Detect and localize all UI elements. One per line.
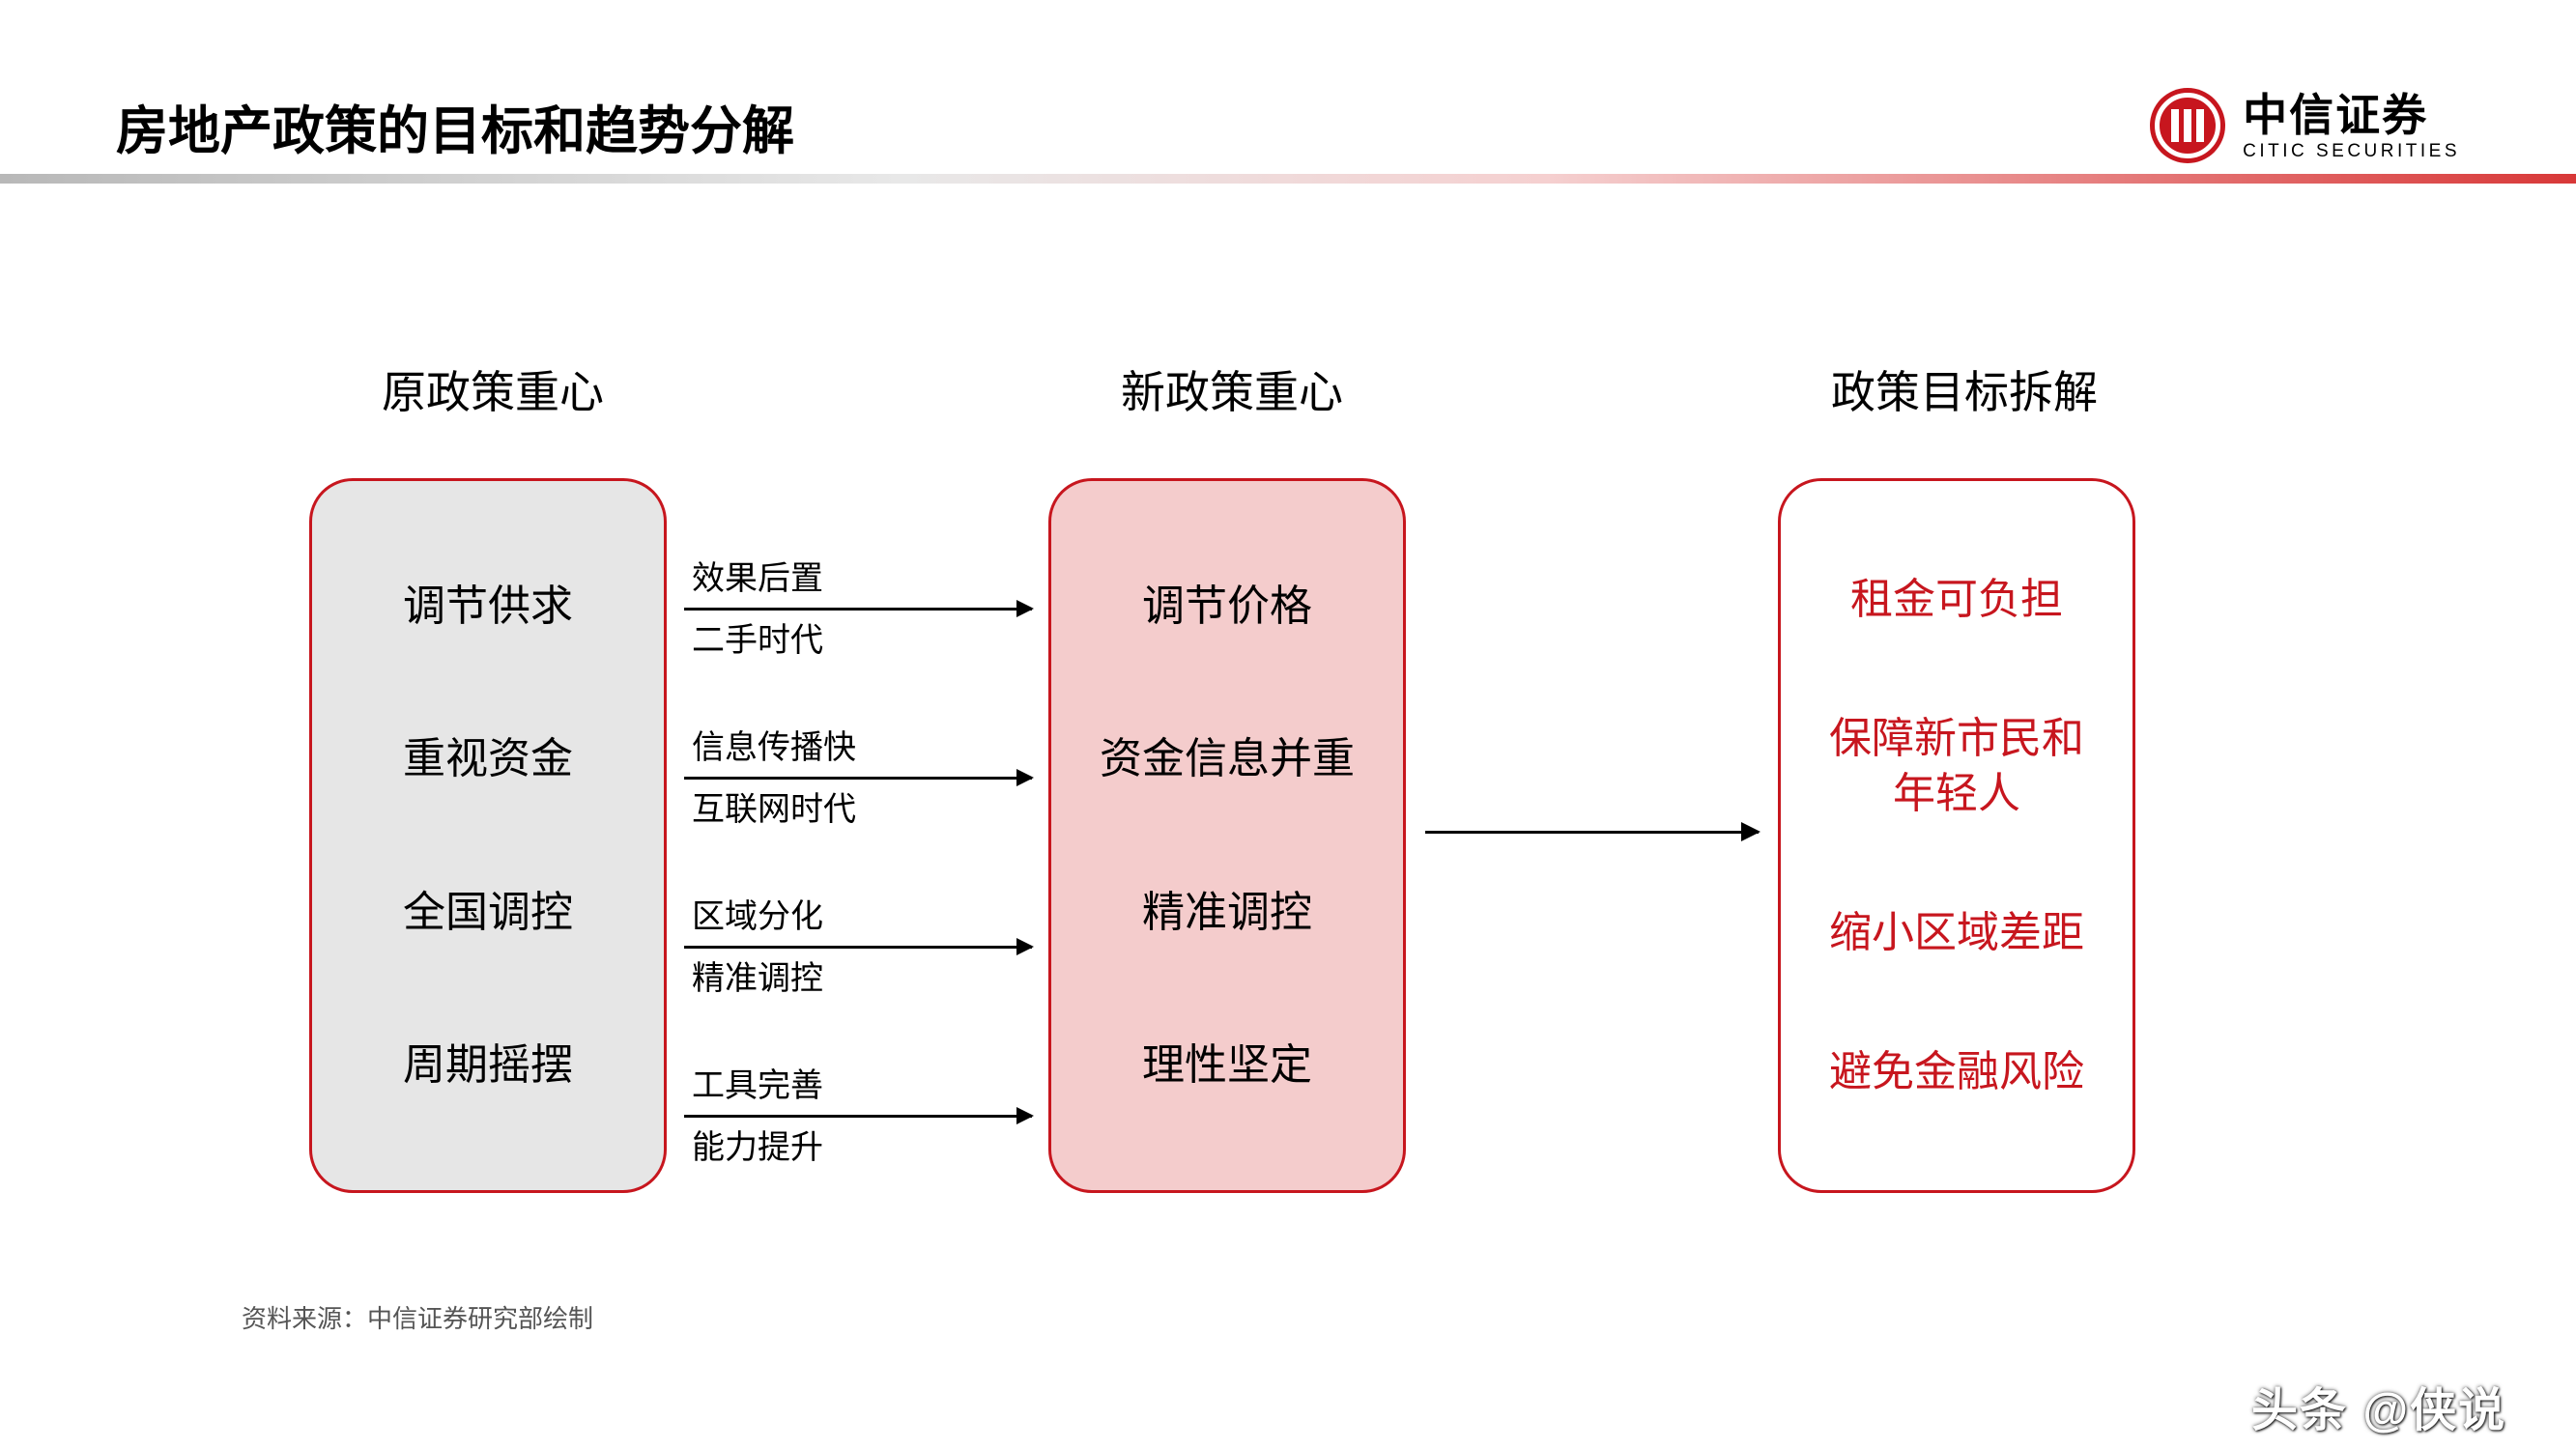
- box-original-policy: 调节供求重视资金全国调控周期摇摆: [309, 478, 667, 1193]
- box-item: 调节供求: [403, 579, 573, 634]
- logo: 中信证券 CITIC SECURITIES: [2150, 88, 2460, 163]
- connector-label: 区域分化: [684, 893, 1032, 944]
- logo-text: 中信证券 CITIC SECURITIES: [2243, 90, 2460, 162]
- box-item: 重视资金: [403, 731, 573, 786]
- source-citation: 资料来源：中信证券研究部绘制: [242, 1299, 593, 1335]
- box-item: 资金信息并重: [1100, 731, 1355, 786]
- header-divider: [0, 174, 2576, 184]
- logo-icon: [2150, 88, 2225, 163]
- box-item: 全国调控: [403, 885, 573, 940]
- diagram-content: 原政策重心 新政策重心 政策目标拆解 调节供求重视资金全国调控周期摇摆 调节价格…: [0, 184, 2576, 1343]
- connector-group: 区域分化精准调控: [684, 893, 1032, 1005]
- box-item: 理性坚定: [1142, 1037, 1312, 1093]
- arrow-icon: [684, 946, 1032, 949]
- connector-label: 效果后置: [684, 554, 1032, 606]
- watermark: 头条 @侠说: [2251, 1372, 2506, 1439]
- connector-label: 信息传播快: [684, 724, 1032, 775]
- column-heading-1: 原政策重心: [382, 357, 604, 421]
- box-item: 保障新市民和年轻人: [1829, 711, 2084, 821]
- arrow-icon: [684, 777, 1032, 780]
- connector-label: 精准调控: [684, 954, 1032, 1006]
- connector-label: 工具完善: [684, 1062, 1032, 1113]
- arrow-icon: [684, 1115, 1032, 1118]
- page-title: 房地产政策的目标和趋势分解: [116, 88, 794, 164]
- header: 房地产政策的目标和趋势分解 中信证券 CITIC SECURITIES: [0, 0, 2576, 174]
- arrow-icon: [684, 608, 1032, 611]
- connector-label: 互联网时代: [684, 785, 1032, 837]
- box-item: 周期摇摆: [403, 1037, 573, 1093]
- box-item: 精准调控: [1142, 885, 1312, 940]
- logo-cn: 中信证券: [2243, 90, 2460, 141]
- box-policy-goals: 租金可负担保障新市民和年轻人缩小区域差距避免金融风险: [1778, 478, 2135, 1193]
- box-new-policy: 调节价格资金信息并重精准调控理性坚定: [1048, 478, 1406, 1193]
- box-item: 避免金融风险: [1829, 1044, 2084, 1099]
- box-item: 调节价格: [1142, 579, 1312, 634]
- logo-en: CITIC SECURITIES: [2243, 141, 2460, 162]
- connector-group: 效果后置二手时代: [684, 554, 1032, 667]
- column-heading-3: 政策目标拆解: [1831, 357, 2098, 421]
- box-item: 缩小区域差距: [1829, 905, 2084, 960]
- connector-group: 工具完善能力提升: [684, 1062, 1032, 1174]
- box-item: 租金可负担: [1850, 572, 2063, 627]
- column-heading-2: 新政策重心: [1121, 357, 1343, 421]
- arrow-to-goals: [1425, 831, 1759, 834]
- connector-label: 二手时代: [684, 616, 1032, 668]
- connector-group: 信息传播快互联网时代: [684, 724, 1032, 836]
- connector-label: 能力提升: [684, 1123, 1032, 1175]
